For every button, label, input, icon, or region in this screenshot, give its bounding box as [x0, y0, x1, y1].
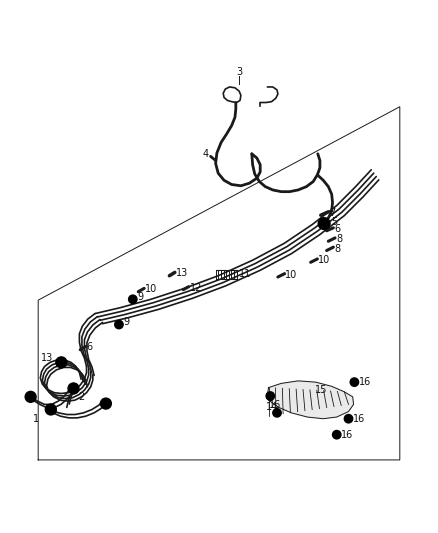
Circle shape	[46, 404, 56, 415]
Text: 14: 14	[266, 401, 279, 411]
Text: 16: 16	[269, 400, 281, 410]
Text: 1: 1	[33, 414, 39, 424]
Text: 8: 8	[334, 244, 340, 254]
Text: 8: 8	[336, 234, 342, 244]
Text: 13: 13	[176, 268, 188, 278]
Text: 6: 6	[87, 342, 93, 352]
Circle shape	[100, 398, 111, 409]
Text: 9: 9	[138, 292, 144, 302]
Text: 11: 11	[239, 270, 251, 279]
Circle shape	[273, 409, 281, 417]
Circle shape	[56, 357, 67, 368]
Circle shape	[68, 383, 79, 394]
Circle shape	[25, 391, 36, 402]
Text: 10: 10	[286, 270, 298, 280]
Text: 7: 7	[329, 208, 336, 217]
Text: 2: 2	[78, 392, 85, 402]
Text: 10: 10	[145, 284, 157, 294]
Text: 4: 4	[203, 149, 209, 159]
Circle shape	[332, 431, 341, 439]
Text: 16: 16	[360, 377, 372, 387]
Circle shape	[318, 217, 330, 230]
Text: 16: 16	[353, 414, 365, 424]
Circle shape	[350, 378, 359, 386]
Circle shape	[344, 415, 353, 423]
Text: 5: 5	[331, 217, 337, 228]
Circle shape	[266, 392, 275, 400]
Text: 10: 10	[318, 255, 331, 265]
Text: 9: 9	[123, 317, 129, 327]
Text: 12: 12	[190, 282, 202, 293]
Text: 3: 3	[236, 67, 242, 77]
Polygon shape	[267, 381, 353, 419]
Text: 15: 15	[314, 385, 327, 395]
Circle shape	[129, 295, 137, 303]
Text: 6: 6	[334, 224, 340, 233]
Circle shape	[115, 320, 123, 329]
Text: 16: 16	[341, 430, 353, 440]
Text: 13: 13	[41, 353, 53, 363]
